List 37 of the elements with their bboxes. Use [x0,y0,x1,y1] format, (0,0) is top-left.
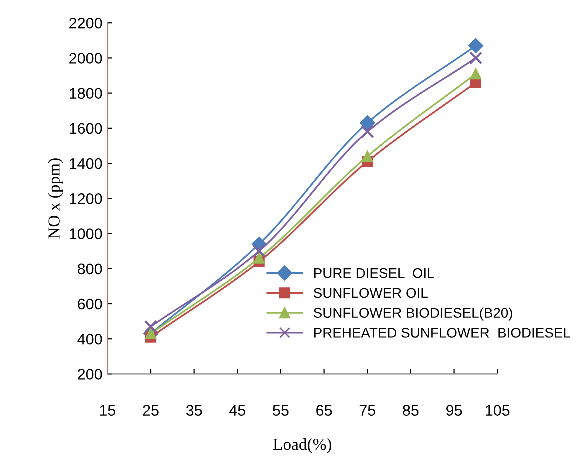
legend-label: PREHEATED SUNFLOWER BIODIESEL [314,328,570,338]
x-tick-label: 65 [316,405,332,416]
point [362,150,374,162]
x-tick-label: 25 [143,405,159,416]
point [469,52,483,65]
y-tick-label: 1000 [70,228,102,240]
y-tick-label: 1200 [70,194,102,204]
x-tick-label: 75 [360,405,376,416]
y-tick-label: 400 [78,334,102,345]
x-tick-label: 55 [273,405,289,416]
point [252,244,266,258]
point [468,38,484,54]
point [144,320,158,334]
y-tick-label: 2000 [70,53,102,64]
y-tick-label: 1800 [70,88,102,100]
y-tick-label: 200 [78,369,102,380]
x-tick-label: 85 [403,405,419,416]
legend-label: PURE DIESEL OIL [314,268,434,278]
y-tick-label: 1400 [70,158,102,170]
point [360,116,376,131]
point [145,328,157,340]
point [361,125,374,139]
x-axis-title: Load(%) [274,438,332,454]
y-tick-label: 1600 [70,123,102,134]
y-tick-label: 600 [78,298,102,310]
x-tick-label: 105 [486,405,510,416]
y-tick-label: 800 [78,264,102,275]
y-axis-title: NO x (ppm) [48,158,64,239]
legend-label: SUNFLOWER BIODIESEL(B20) [314,308,512,321]
legend-label: SUNFLOWER OIL [314,288,428,298]
x-tick-label: 95 [446,405,462,416]
point [254,252,265,264]
y-tick-label: 2200 [70,18,102,29]
x-tick-label: 15 [100,405,116,416]
x-tick-label: 45 [230,405,246,416]
x-tick-label: 35 [186,405,202,416]
point [470,68,482,80]
